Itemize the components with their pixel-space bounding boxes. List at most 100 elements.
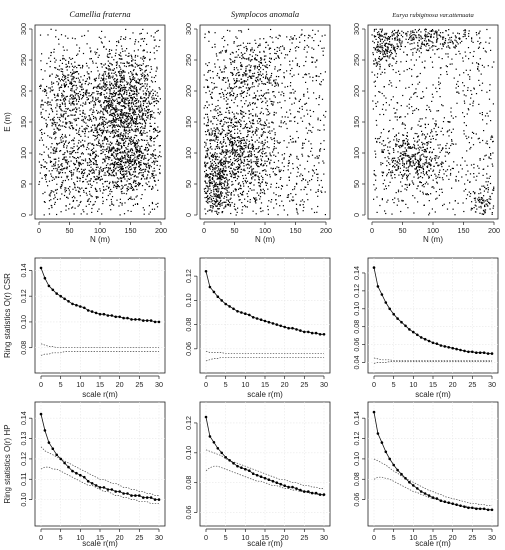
tree-point <box>53 93 55 95</box>
tree-point <box>128 62 130 64</box>
tree-point <box>102 113 104 115</box>
tree-point <box>217 172 219 175</box>
tree-point <box>58 78 60 80</box>
tree-point <box>133 88 135 90</box>
tree-point <box>277 85 279 87</box>
tree-point <box>232 95 234 97</box>
tree-point <box>227 199 229 201</box>
tree-point <box>159 165 161 167</box>
tree-point <box>217 139 219 141</box>
tree-point <box>119 88 122 90</box>
tree-point <box>67 142 70 144</box>
tree-point <box>91 195 93 198</box>
tree-point <box>270 159 272 161</box>
tree-point <box>238 182 240 184</box>
tree-point <box>58 124 60 126</box>
tree-point <box>67 79 69 81</box>
tree-point <box>118 166 120 168</box>
tree-point <box>152 94 154 97</box>
tree-point <box>225 201 227 203</box>
tree-point <box>219 200 221 202</box>
tree-point <box>242 75 244 77</box>
tree-point <box>210 190 212 192</box>
tree-point <box>110 150 112 152</box>
tree-point <box>243 156 245 159</box>
tree-point <box>81 139 84 141</box>
tree-point <box>68 115 70 117</box>
tree-point <box>243 81 245 83</box>
tree-point <box>147 170 149 172</box>
tree-point <box>217 115 219 117</box>
tree-point <box>273 148 275 150</box>
tree-point <box>245 182 247 184</box>
tree-point <box>119 79 122 81</box>
tree-point <box>300 189 302 191</box>
tree-point <box>83 128 86 130</box>
tree-point <box>307 183 309 185</box>
tree-point <box>137 155 139 157</box>
tree-point <box>210 182 212 185</box>
tree-point <box>50 52 52 54</box>
tree-point <box>119 134 122 136</box>
tree-point <box>216 164 218 166</box>
tree-point <box>63 145 65 147</box>
tree-point <box>211 182 213 185</box>
tree-point <box>117 90 119 92</box>
tree-point <box>99 188 101 190</box>
tree-point <box>113 152 115 154</box>
tree-point <box>64 103 66 105</box>
tree-point <box>246 167 249 169</box>
tree-point <box>115 158 117 160</box>
tree-point <box>110 109 112 111</box>
tree-point <box>218 196 220 198</box>
tree-point <box>108 76 110 78</box>
tree-point <box>135 98 137 100</box>
tree-point <box>243 145 245 147</box>
tree-point <box>238 30 240 32</box>
tree-point <box>51 179 53 181</box>
tree-point <box>286 36 288 38</box>
tree-point <box>79 201 81 204</box>
tree-point <box>124 161 126 163</box>
tree-point <box>141 177 143 180</box>
tree-point <box>310 189 312 191</box>
tree-point <box>233 174 235 176</box>
tree-point <box>149 51 151 53</box>
tree-point <box>124 142 126 144</box>
tree-point <box>253 85 255 88</box>
tree-point <box>211 132 213 134</box>
tree-point <box>239 145 241 148</box>
tree-point <box>247 186 249 188</box>
tree-point <box>76 67 78 69</box>
tree-point <box>96 164 98 166</box>
tree-point <box>78 157 80 159</box>
tree-point <box>123 88 125 90</box>
tree-point <box>305 138 307 140</box>
tree-point <box>139 183 141 185</box>
tree-point <box>65 205 67 207</box>
tree-point <box>208 197 210 200</box>
tree-point <box>252 119 254 121</box>
tree-point <box>261 82 263 85</box>
tree-point <box>113 115 115 118</box>
tree-point <box>154 128 157 130</box>
tree-point <box>49 160 52 162</box>
tree-point <box>136 99 138 101</box>
tree-point <box>49 195 51 197</box>
tree-point <box>217 203 219 205</box>
tree-point <box>123 125 125 127</box>
tree-point <box>136 107 139 109</box>
tree-point <box>254 131 256 133</box>
tree-point <box>152 128 155 130</box>
tree-point <box>251 161 253 163</box>
tree-point <box>64 191 66 193</box>
tree-point <box>96 132 98 134</box>
tree-point <box>269 79 271 81</box>
tree-point <box>247 42 249 44</box>
tree-point <box>38 183 40 185</box>
tree-point <box>313 40 315 42</box>
tree-point <box>158 155 161 157</box>
tree-point <box>241 65 243 68</box>
tree-point <box>274 174 276 176</box>
tree-point <box>80 141 82 143</box>
